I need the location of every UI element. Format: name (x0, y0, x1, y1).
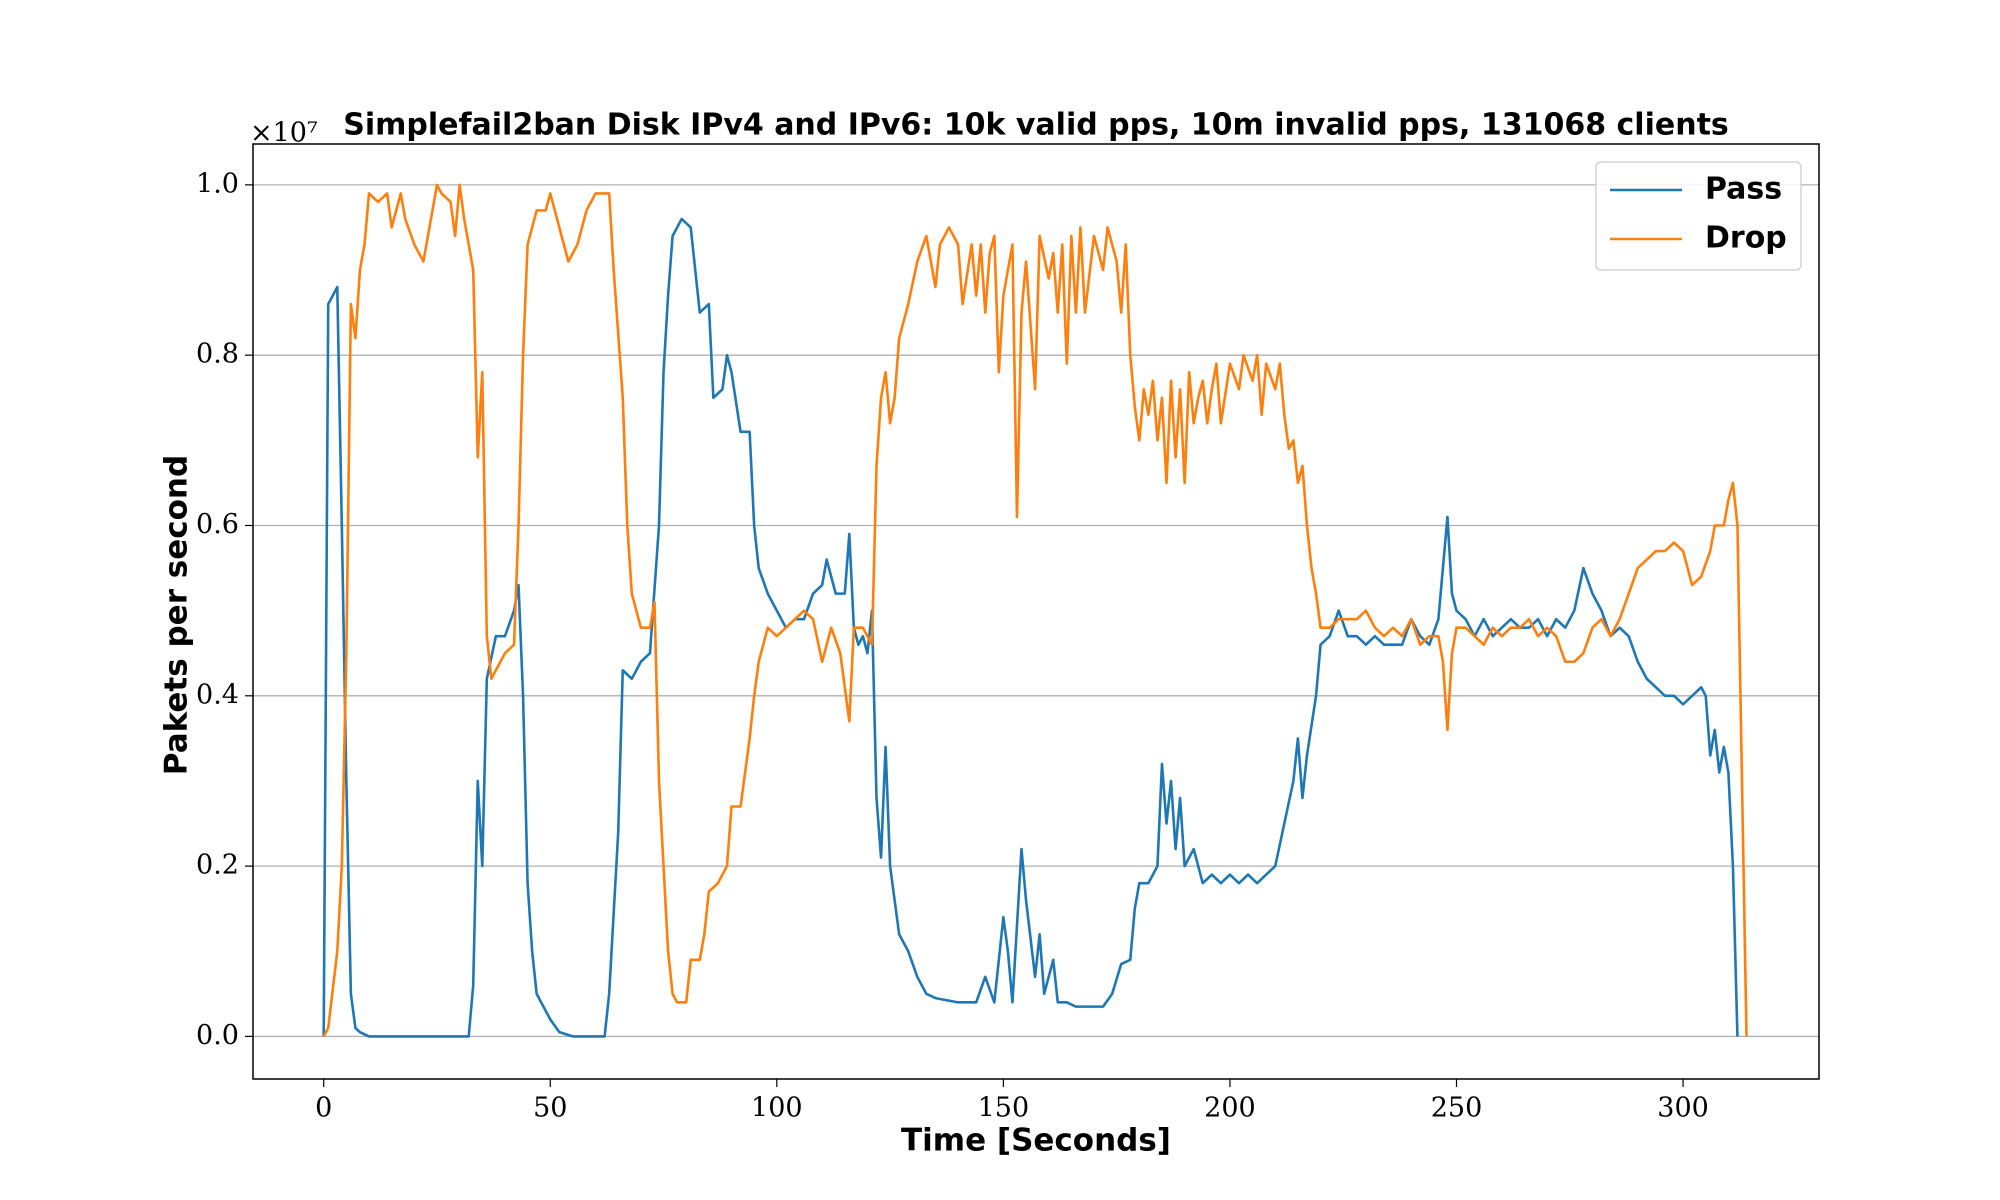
y-tick-label: 0.6 (196, 509, 239, 540)
series-line (322, 217, 1739, 1038)
y-tick-label: 0.2 (196, 850, 239, 881)
x-tick-label: 250 (1431, 1093, 1483, 1124)
x-tick-label: 200 (1204, 1093, 1256, 1124)
y-tick-label: 1.0 (196, 168, 239, 199)
x-tick-label: 50 (533, 1093, 567, 1124)
y-tick-label: 0.0 (196, 1020, 239, 1051)
chart-title: Simplefail2ban Disk IPv4 and IPv6: 10k v… (343, 108, 1729, 143)
x-tick-label: 150 (978, 1093, 1030, 1124)
x-tick-label: 0 (315, 1093, 332, 1124)
legend-label: Pass (1705, 172, 1782, 207)
y-tick-label: 0.4 (196, 679, 239, 710)
x-axis-label: Time [Seconds] (901, 1123, 1171, 1159)
x-tick-label: 100 (751, 1093, 803, 1124)
plot-frame (252, 143, 1820, 1080)
x-tick-label: 300 (1657, 1093, 1709, 1124)
legend: Pass Drop (1595, 161, 1802, 271)
y-axis-label: Pakets per second (159, 455, 195, 775)
y-tick-label: 0.8 (196, 339, 239, 370)
legend-label: Drop (1705, 221, 1787, 256)
series-line (322, 183, 1748, 1038)
